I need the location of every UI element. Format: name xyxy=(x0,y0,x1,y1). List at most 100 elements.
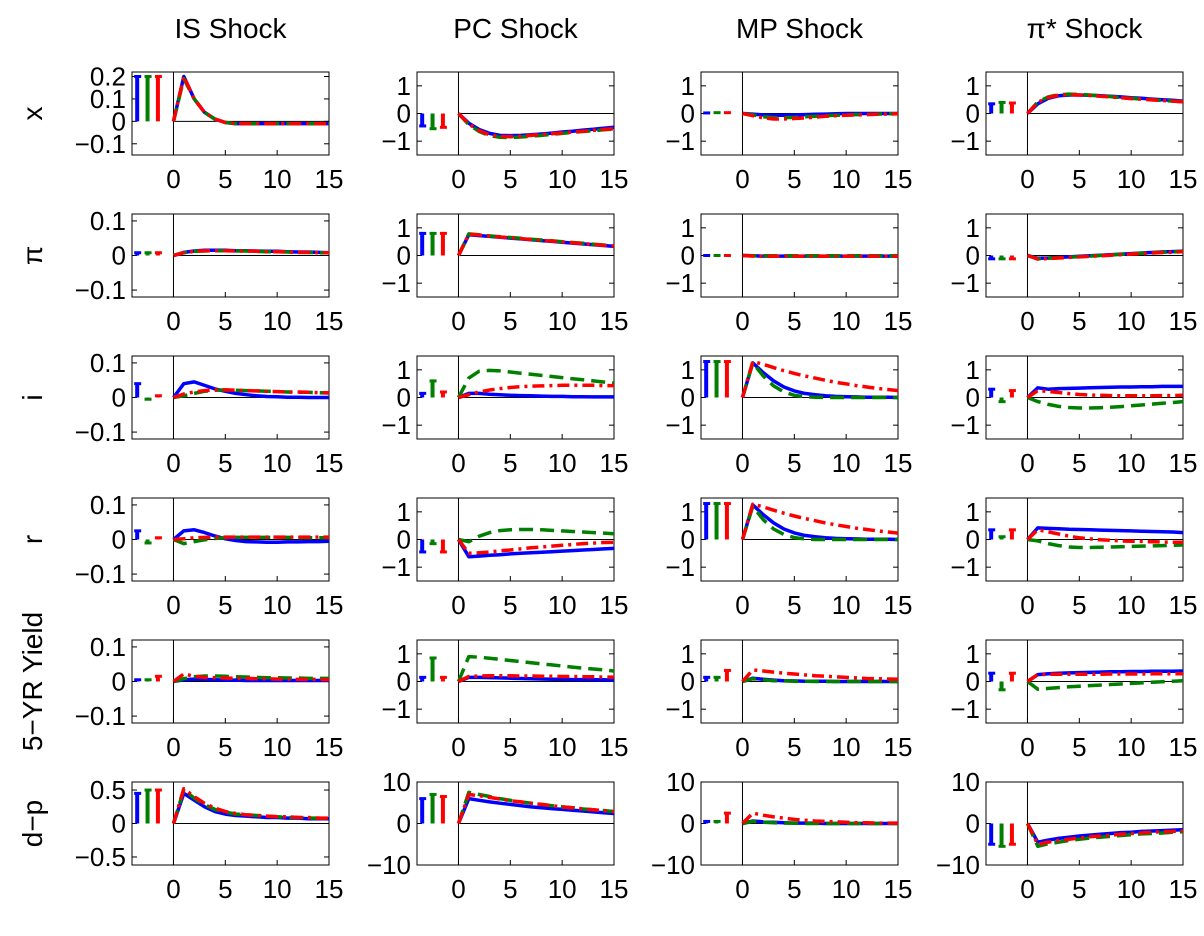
panel-i-pc: 10−10 5 10 15 xyxy=(381,355,628,478)
y-tick-label: 0 xyxy=(112,106,126,136)
x-tick-label: 5 xyxy=(218,306,232,336)
panel-dp-pc: 10 0 −10 0 5 10 15 xyxy=(367,767,629,904)
panel-frame xyxy=(131,71,330,156)
y-tick-label: 10 xyxy=(951,767,980,797)
response-line-solid xyxy=(172,380,329,400)
row-label-r: r xyxy=(17,535,48,544)
y-tick-label: 0 xyxy=(966,667,980,697)
panel-pi-mp: 10−10 5 10 15 xyxy=(665,213,912,336)
response-line-dashed xyxy=(456,654,615,683)
x-tick-label: 10 xyxy=(548,306,577,336)
response-line-dashdot xyxy=(1026,672,1183,683)
x-tick-label: 15 xyxy=(884,590,913,620)
x-tick-label: 0 xyxy=(166,590,180,620)
x-tick-label: 15 xyxy=(600,306,629,336)
response-line-dashdot xyxy=(741,668,899,683)
y-tick-label: 0 xyxy=(681,241,695,271)
response-line-dashdot xyxy=(171,74,329,126)
x-tick-label: 0 xyxy=(735,874,749,904)
x-tick-label: 0 xyxy=(166,164,180,194)
x-tick-label: 10 xyxy=(263,164,292,194)
y-tick-label: −1 xyxy=(381,268,411,298)
y-tick-label: 0 xyxy=(397,667,411,697)
x-tick-label: 15 xyxy=(600,732,629,762)
response-line-solid xyxy=(1026,384,1183,399)
y-tick-label: −1 xyxy=(950,410,980,440)
y-tick-label: −1 xyxy=(665,694,695,724)
y-tick-label: −1 xyxy=(665,268,695,298)
y-tick-label: −10 xyxy=(651,850,695,880)
y-tick-label: 1 xyxy=(966,639,980,669)
response-line-dashdot xyxy=(742,253,898,259)
x-tick-label: 10 xyxy=(263,306,292,336)
y-tick-label: 1 xyxy=(681,213,695,243)
x-tick-label: 0 xyxy=(1020,448,1034,478)
x-tick-label: 5 xyxy=(1072,448,1086,478)
panel-x-pc: 10−10 5 10 15 xyxy=(381,71,628,194)
panel-dp-is: 0.50−0.50 5 10 15 xyxy=(75,775,344,904)
panel-pi-pc: 10−10 5 10 15 xyxy=(381,213,628,336)
x-tick-label: 5 xyxy=(1072,732,1086,762)
panel-y5-is: 0.1 0 −0.1 0 5 10 15 xyxy=(75,632,344,762)
row-label-i: i xyxy=(17,394,48,400)
response-line-dashdot xyxy=(172,388,329,400)
y-tick-label: 0 xyxy=(112,241,126,271)
y-tick-label: −10 xyxy=(367,850,411,880)
x-tick-label: 0 xyxy=(451,164,465,194)
x-tick-label: 0 xyxy=(735,590,749,620)
y-tick-label: 1 xyxy=(966,355,980,385)
x-tick-label: 10 xyxy=(263,732,292,762)
x-tick-label: 5 xyxy=(787,164,801,194)
x-tick-label: 10 xyxy=(832,732,861,762)
x-tick-label: 5 xyxy=(787,874,801,904)
x-tick-label: 15 xyxy=(1169,448,1198,478)
x-tick-label: 15 xyxy=(315,306,344,336)
x-tick-label: 10 xyxy=(263,874,292,904)
y-tick-label: −0.1 xyxy=(75,559,126,589)
column-title-pc: PC Shock xyxy=(453,13,578,44)
x-tick-label: 10 xyxy=(832,306,861,336)
panel-i-is: 0.1 0 −0.1 0 5 10 15 xyxy=(75,348,344,478)
row-label-dp: d−p xyxy=(17,800,48,848)
column-title-mp: MP Shock xyxy=(736,13,864,44)
x-tick-label: 5 xyxy=(787,732,801,762)
response-line-dashdot xyxy=(1026,528,1183,545)
y-tick-label: 1 xyxy=(681,355,695,385)
x-tick-label: 10 xyxy=(263,590,292,620)
x-tick-label: 15 xyxy=(600,874,629,904)
y-tick-label: 0.1 xyxy=(90,632,126,662)
x-tick-label: 5 xyxy=(503,448,517,478)
y-tick-label: 0.1 xyxy=(90,206,126,236)
x-tick-label: 10 xyxy=(832,448,861,478)
response-line-dashdot xyxy=(458,383,614,400)
x-tick-label: 5 xyxy=(1072,590,1086,620)
x-tick-label: 0 xyxy=(451,732,465,762)
panel-r-pistar: 10−10 5 10 15 xyxy=(950,497,1197,620)
y-tick-label: −1 xyxy=(950,552,980,582)
response-line-solid xyxy=(1026,526,1184,541)
x-tick-label: 10 xyxy=(832,590,861,620)
y-tick-label: −1 xyxy=(950,694,980,724)
x-tick-label: 10 xyxy=(1117,306,1146,336)
x-tick-label: 5 xyxy=(503,306,517,336)
response-line-solid xyxy=(740,361,899,400)
y-tick-label: 0 xyxy=(966,99,980,129)
response-line-dashdot xyxy=(741,811,898,825)
response-line-dashdot xyxy=(456,232,615,257)
response-line-dashed xyxy=(740,361,898,400)
panel-pi-is: 0.1 0 −0.1 0 5 10 15 xyxy=(75,206,344,336)
y-tick-label: −1 xyxy=(665,126,695,156)
x-tick-label: 5 xyxy=(1072,164,1086,194)
x-tick-label: 0 xyxy=(735,448,749,478)
x-tick-label: 0 xyxy=(451,590,465,620)
x-tick-label: 10 xyxy=(548,874,577,904)
x-tick-label: 5 xyxy=(1072,306,1086,336)
x-tick-label: 15 xyxy=(315,448,344,478)
y-tick-label: 1 xyxy=(397,355,411,385)
x-tick-label: 0 xyxy=(1020,164,1034,194)
y-tick-label: −1 xyxy=(381,126,411,156)
x-tick-label: 15 xyxy=(315,874,344,904)
y-tick-label: 0 xyxy=(966,383,980,413)
x-tick-label: 5 xyxy=(503,874,517,904)
x-tick-label: 15 xyxy=(1169,874,1198,904)
